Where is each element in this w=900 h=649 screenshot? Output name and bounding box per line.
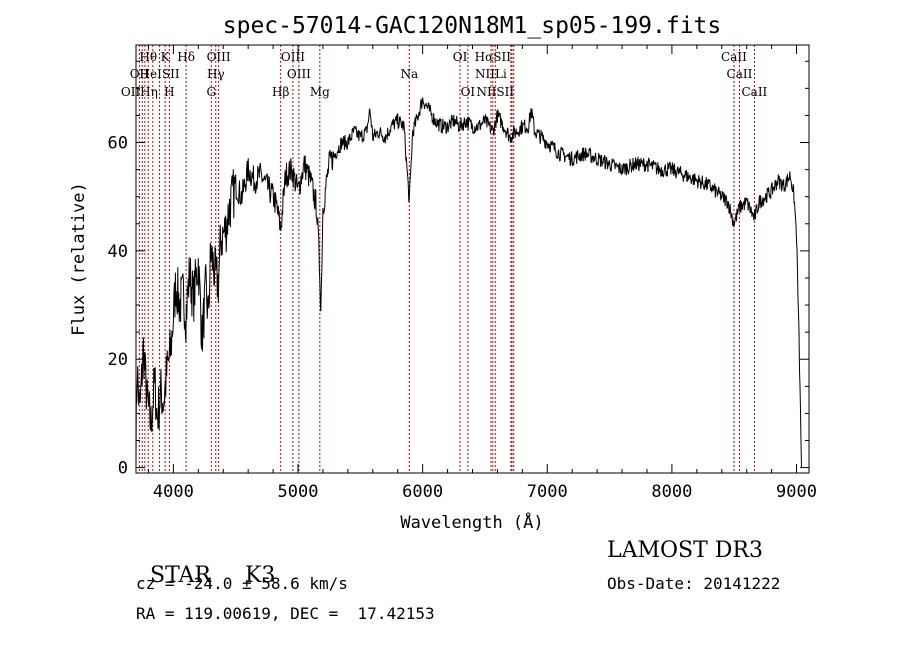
- emission-line-label-16: H: [164, 85, 174, 99]
- emission-line-label-8: OII: [130, 67, 150, 81]
- emission-line-label-21: NIISII: [476, 85, 514, 99]
- emission-line-label-7: CaII: [721, 50, 747, 64]
- emission-line-label-18: Hβ: [272, 85, 289, 99]
- x-axis-ticks: 4000 5000 6000 7000 8000 9000: [147, 45, 817, 502]
- survey-label: LAMOST DR3: [607, 538, 763, 563]
- emission-line-label-20: OI: [461, 85, 476, 99]
- emission-line-label-9: HeISII: [140, 67, 180, 81]
- emission-line-label-2: Hδ: [177, 50, 195, 64]
- emission-line-label-12: Na: [400, 67, 418, 81]
- emission-line-label-1: K: [161, 50, 171, 64]
- x-tick-label: 8000: [651, 482, 692, 502]
- coordinates-label: RA = 119.00619, DEC = 17.42153: [136, 604, 435, 623]
- subclass-label: K3: [245, 563, 276, 588]
- emission-line-label-13: NIILi: [475, 67, 507, 81]
- line-marker-group: [138, 45, 755, 473]
- emission-line-label-22: CaII: [741, 85, 767, 99]
- chart-title: spec-57014-GAC120N18M1_sp05-199.fits: [223, 13, 722, 39]
- redshift-label: cz = -24.0 ± 58.6 km/s: [136, 574, 348, 593]
- x-tick-label: 4000: [153, 482, 194, 502]
- emission-line-label-6: HαSII: [475, 50, 512, 64]
- emission-line-label-4: OIII: [281, 50, 305, 64]
- y-tick-label: 0: [118, 459, 128, 479]
- spectrum-line: [135, 97, 802, 468]
- emission-line-label-15: OIIHη: [121, 85, 158, 99]
- emission-line-label-3: OIII: [207, 50, 231, 64]
- x-axis-label: Wavelength (Å): [400, 511, 543, 533]
- emission-line-label-10: Hγ: [207, 67, 225, 81]
- emission-line-label-19: Mg: [310, 85, 330, 99]
- x-tick-label: 5000: [278, 482, 319, 502]
- y-tick-label: 40: [108, 242, 128, 262]
- x-tick-label: 9000: [776, 482, 817, 502]
- emission-line-label-0: Hθ: [139, 50, 157, 64]
- spectrum-series: [135, 97, 802, 468]
- y-tick-label: 60: [108, 134, 128, 154]
- class-label: STAR: [150, 563, 211, 588]
- y-axis-label: Flux (relative): [69, 182, 89, 336]
- x-tick-label: 7000: [527, 482, 568, 502]
- emission-line-label-14: CaII: [727, 67, 753, 81]
- emission-line-label-5: OI: [453, 50, 468, 64]
- y-axis-ticks: 0 20 40 60: [108, 60, 809, 479]
- emission-line-label-11: OIII: [287, 67, 311, 81]
- obs-date-label: Obs-Date: 20141222: [607, 574, 781, 593]
- x-tick-label: 6000: [402, 482, 443, 502]
- y-tick-label: 20: [108, 350, 128, 370]
- object-class: STAR K3: [136, 538, 275, 588]
- emission-line-label-17: G: [206, 85, 216, 99]
- plot-frame: [135, 44, 810, 474]
